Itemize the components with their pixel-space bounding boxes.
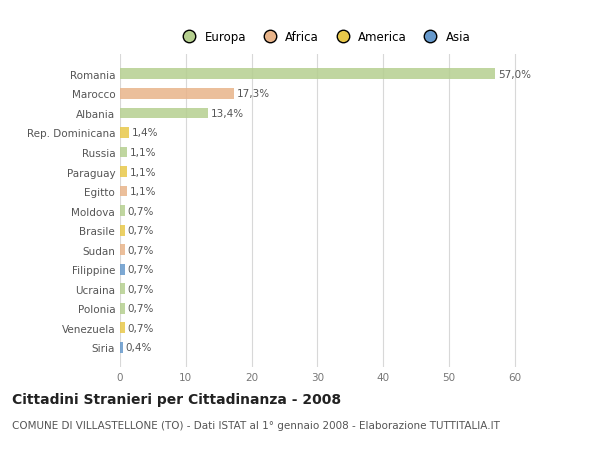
Text: 0,7%: 0,7%: [127, 304, 154, 313]
Bar: [120, 186, 127, 197]
Text: COMUNE DI VILLASTELLONE (TO) - Dati ISTAT al 1° gennaio 2008 - Elaborazione TUTT: COMUNE DI VILLASTELLONE (TO) - Dati ISTA…: [12, 420, 500, 430]
Bar: [120, 167, 127, 178]
Bar: [120, 69, 495, 80]
Legend: Europa, Africa, America, Asia: Europa, Africa, America, Asia: [173, 27, 475, 49]
Bar: [120, 303, 125, 314]
Text: 0,4%: 0,4%: [125, 343, 152, 353]
Bar: [120, 264, 125, 275]
Text: 0,7%: 0,7%: [127, 284, 154, 294]
Text: 1,4%: 1,4%: [132, 128, 158, 138]
Text: 1,1%: 1,1%: [130, 148, 157, 157]
Text: 0,7%: 0,7%: [127, 206, 154, 216]
Bar: [120, 245, 125, 256]
Text: 13,4%: 13,4%: [211, 109, 244, 118]
Text: 0,7%: 0,7%: [127, 245, 154, 255]
Bar: [120, 225, 125, 236]
Text: 0,7%: 0,7%: [127, 265, 154, 274]
Bar: [120, 206, 125, 217]
Bar: [120, 342, 122, 353]
Text: 1,1%: 1,1%: [130, 187, 157, 196]
Bar: [120, 108, 208, 119]
Text: 0,7%: 0,7%: [127, 226, 154, 235]
Text: 0,7%: 0,7%: [127, 323, 154, 333]
Text: Cittadini Stranieri per Cittadinanza - 2008: Cittadini Stranieri per Cittadinanza - 2…: [12, 392, 341, 406]
Bar: [120, 323, 125, 334]
Bar: [120, 89, 234, 100]
Text: 1,1%: 1,1%: [130, 167, 157, 177]
Text: 17,3%: 17,3%: [236, 89, 269, 99]
Bar: [120, 147, 127, 158]
Bar: [120, 128, 129, 139]
Text: 57,0%: 57,0%: [498, 70, 531, 79]
Bar: [120, 284, 125, 295]
